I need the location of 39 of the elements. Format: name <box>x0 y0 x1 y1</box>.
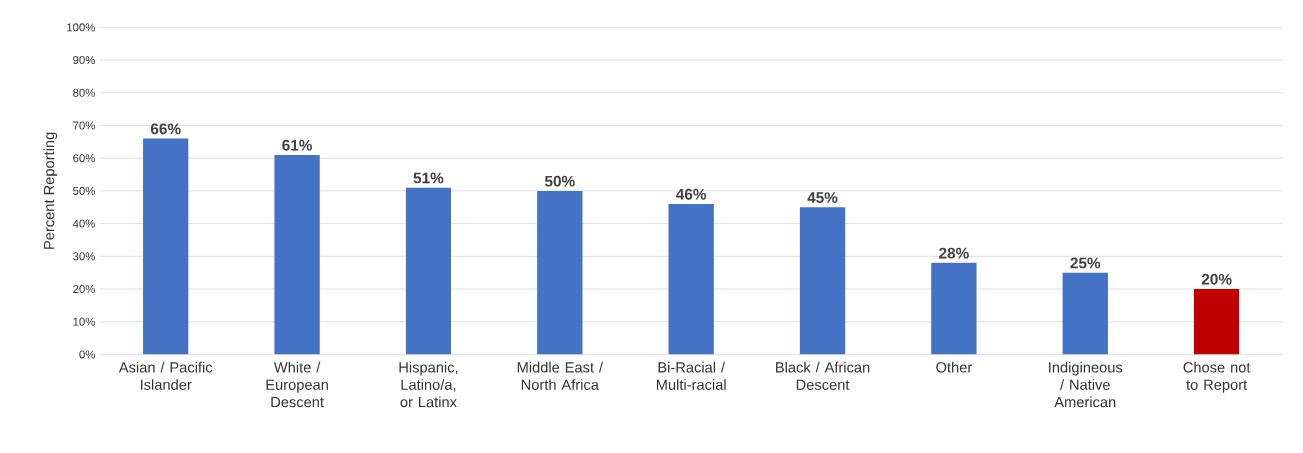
x-tick-label: Asian / Pacific Islander <box>118 361 213 390</box>
data-label: 20% <box>1201 273 1232 285</box>
y-tick-label: 20% <box>73 284 95 293</box>
data-label: 61% <box>282 139 313 151</box>
y-tick-label: 40% <box>72 219 95 228</box>
y-tick-label: 80% <box>73 88 95 97</box>
x-tick-label: Hispanic, Latino/a, or Latinx <box>399 361 458 408</box>
bar <box>931 262 977 355</box>
x-tick-label: Bi-Racial / Multi-racial <box>656 361 726 390</box>
x-tick-label: Middle East / North Africa <box>517 361 604 390</box>
data-label: 51% <box>413 172 444 184</box>
y-tick-label: 10% <box>73 317 95 326</box>
data-label: 66% <box>150 123 181 135</box>
data-label: 25% <box>1070 257 1101 269</box>
y-tick-label: 0% <box>79 350 95 359</box>
data-label: 50% <box>544 175 575 187</box>
x-tick-label: White / European Descent <box>266 361 328 408</box>
bar <box>274 154 320 355</box>
y-tick-label: 90% <box>73 55 95 64</box>
bar <box>537 190 583 355</box>
bar <box>1062 272 1108 355</box>
bar <box>668 203 714 355</box>
y-tick-label: 30% <box>73 252 95 261</box>
data-label: 28% <box>939 247 969 259</box>
x-tick-label: Other <box>936 361 972 373</box>
y-tick-label: 50% <box>73 186 95 195</box>
x-tick-label: Black / African Descent <box>776 361 870 390</box>
y-tick-label: 60% <box>73 153 95 162</box>
bar <box>143 138 189 355</box>
x-tick-label: Indigineous / Native American <box>1049 361 1123 408</box>
bar <box>405 187 452 355</box>
data-label: 45% <box>807 191 838 203</box>
y-axis-title: Percent Reporting <box>43 132 58 249</box>
y-tick-label: 100% <box>67 23 95 32</box>
bar <box>1193 288 1240 355</box>
y-tick-label: 70% <box>73 121 95 130</box>
data-label: 46% <box>676 188 707 200</box>
x-tick-label: Chose not to Report <box>1183 361 1251 393</box>
bar <box>799 207 846 355</box>
